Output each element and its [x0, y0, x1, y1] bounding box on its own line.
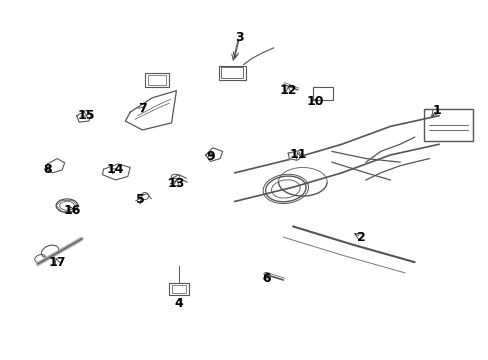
Text: 7: 7 — [138, 102, 146, 115]
Bar — [219, 66, 245, 80]
Text: 9: 9 — [206, 150, 214, 163]
Text: 17: 17 — [48, 256, 66, 269]
Bar — [147, 75, 166, 85]
Bar — [168, 283, 189, 295]
Text: 6: 6 — [262, 272, 270, 285]
Polygon shape — [102, 164, 130, 180]
Bar — [312, 87, 333, 100]
Polygon shape — [205, 148, 222, 161]
Ellipse shape — [265, 176, 305, 202]
Polygon shape — [287, 151, 301, 160]
Text: 16: 16 — [63, 204, 81, 217]
Bar — [171, 285, 186, 293]
Text: 2: 2 — [356, 231, 365, 244]
Ellipse shape — [56, 199, 78, 212]
Bar — [424, 109, 472, 141]
Text: 12: 12 — [279, 84, 296, 97]
Text: 3: 3 — [235, 31, 244, 44]
Polygon shape — [125, 91, 176, 130]
Polygon shape — [77, 111, 91, 122]
Text: 15: 15 — [78, 109, 95, 122]
Bar — [221, 67, 243, 78]
Polygon shape — [45, 158, 64, 173]
Text: 4: 4 — [174, 297, 183, 310]
Text: 11: 11 — [288, 148, 306, 162]
Text: 5: 5 — [135, 193, 144, 206]
Text: 13: 13 — [167, 177, 185, 190]
Text: 14: 14 — [107, 163, 124, 176]
Bar — [144, 73, 169, 87]
Text: 1: 1 — [431, 104, 440, 117]
Text: 8: 8 — [43, 163, 52, 176]
Text: 10: 10 — [305, 95, 323, 108]
